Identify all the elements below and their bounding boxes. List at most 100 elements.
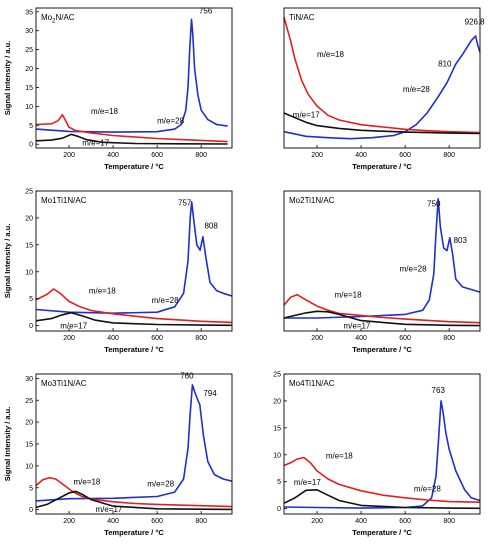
annotation-label: m/e=28 (147, 479, 174, 488)
series-line-m17 (283, 310, 481, 327)
annotation-label: m/e=17 (294, 478, 321, 487)
y-tick-label: 25 (25, 398, 33, 405)
x-axis-title: Temperature / °C (104, 345, 164, 354)
x-tick-label: 400 (107, 335, 119, 342)
annotation-label: m/e=28 (403, 85, 430, 94)
x-tick-label: 600 (399, 518, 411, 525)
series-line-m18 (35, 113, 228, 143)
title-part: N/AC (55, 13, 74, 22)
x-axis-title: Temperature / °C (104, 528, 164, 537)
y-tick-label: 20 (273, 398, 281, 405)
series-line-m28 (283, 35, 481, 140)
x-axis-title: Temperature / °C (352, 528, 412, 537)
x-tick-label: 200 (63, 335, 75, 342)
annotation-label: 794 (203, 389, 217, 398)
y-tick-label: 10 (25, 269, 33, 276)
annotation-label: 757 (178, 199, 192, 208)
series-line-m18 (35, 476, 233, 508)
x-tick-label: 400 (355, 152, 367, 159)
chart-mo2ti1n: 200 400 600 800 Temperature / °C Mo2Ti1N/AC 75… (283, 190, 481, 354)
panel-mo2n: 200 400 600 800 0 5 10 15 20 25 30 35 Temperature / … (0, 0, 248, 183)
x-axis-title: Temperature / °C (352, 345, 412, 354)
series-line-m18 (283, 293, 481, 324)
y-tick-label: 5 (277, 479, 281, 486)
annotation-label: m/e=17 (293, 111, 320, 120)
x-tick-label: 800 (443, 152, 455, 159)
y-tick-label: 30 (25, 28, 33, 35)
panel-mo1ti1n: 200 400 600 800 0 5 10 15 20 25 Temperature / °C Si… (0, 183, 248, 366)
annotation-label: m/e=18 (73, 477, 100, 486)
plot-frame (283, 190, 481, 332)
plot-frame (283, 7, 481, 149)
x-tick-label: 400 (107, 518, 119, 525)
plot-frame (35, 190, 233, 332)
y-axis-title: Signal Intensity / a.u. (3, 41, 12, 116)
x-tick-label: 400 (107, 152, 119, 159)
annotation-label: 810 (438, 59, 452, 68)
annotation-label: 926.8 (465, 17, 486, 26)
chart-tin: 200 400 600 800 Temperature / °C TiN/AC 926.8 8… (283, 7, 486, 171)
y-tick-label: 15 (25, 442, 33, 449)
y-tick-label: 15 (25, 242, 33, 249)
x-tick-label: 200 (311, 152, 323, 159)
annotation-label: 763 (432, 386, 446, 395)
y-axis-title: Signal Intensity / a.u. (3, 224, 12, 299)
y-tick-label: 10 (25, 104, 33, 111)
annotation-label: m/e=17 (60, 321, 87, 330)
annotation-label: 760 (180, 371, 194, 380)
series-line-m17 (35, 490, 233, 511)
series-line-m17 (35, 133, 228, 145)
x-tick-label: 400 (355, 518, 367, 525)
y-tick-label: 15 (25, 85, 33, 92)
x-axis-title: Temperature / °C (352, 162, 412, 171)
y-tick-label: 0 (29, 507, 33, 514)
series-line-m28 (35, 201, 233, 314)
chart-mo2n: 200 400 600 800 0 5 10 15 20 25 30 35 Temperature / … (3, 7, 233, 171)
y-tick-label: 0 (277, 506, 281, 513)
x-tick-label: 800 (195, 152, 207, 159)
x-tick-label: 200 (63, 518, 75, 525)
series-line-m28 (35, 18, 228, 133)
annotation-label: m/e=28 (152, 296, 179, 305)
panel-tin: 200 400 600 800 Temperature / °C TiN/AC 926.8 8… (248, 0, 496, 183)
y-tick-label: 5 (29, 485, 33, 492)
series-line-m17 (35, 311, 233, 327)
y-tick-label: 25 (25, 47, 33, 54)
y-tick-label: 30 (25, 376, 33, 383)
annotation-label: m/e=17 (95, 505, 122, 514)
x-tick-label: 600 (151, 152, 163, 159)
annotation-label: 808 (204, 222, 218, 231)
y-tick-label: 25 (273, 372, 281, 379)
chart-title: Mo1Ti1N/AC (41, 196, 87, 205)
x-tick-label: 800 (443, 335, 455, 342)
y-tick-label: 25 (25, 189, 33, 196)
x-tick-label: 200 (63, 152, 75, 159)
y-tick-label: 15 (273, 425, 281, 432)
series-line-m17 (283, 112, 481, 135)
y-tick-label: 20 (25, 215, 33, 222)
annotation-label: 803 (454, 236, 468, 245)
chart-title: Mo2N/AC (41, 13, 75, 25)
annotation-label: m/e=18 (91, 107, 118, 116)
chart-mo4ti1n: 200 400 600 800 0 5 10 15 20 25 Temperature / °C Mo… (273, 372, 481, 537)
annotation-label: m/e=18 (335, 290, 362, 299)
annotation-label: m/e=18 (326, 452, 353, 461)
y-tick-label: 10 (25, 463, 33, 470)
annotation-label: m/e=28 (157, 116, 184, 125)
series-line-m28 (284, 198, 481, 319)
y-tick-label: 5 (29, 296, 33, 303)
series-line-m28 (283, 400, 481, 509)
chart-title: Mo3Ti1N/AC (41, 379, 87, 388)
x-tick-label: 400 (355, 335, 367, 342)
x-tick-label: 200 (311, 335, 323, 342)
annotation-label: m/e=17 (343, 321, 370, 330)
series-line-m17 (283, 489, 481, 510)
x-tick-label: 600 (151, 335, 163, 342)
x-tick-label: 600 (399, 152, 411, 159)
x-axis-title: Temperature / °C (104, 162, 164, 171)
series-line-m18 (283, 17, 481, 134)
series-line-m28 (35, 384, 233, 502)
chart-mo1ti1n: 200 400 600 800 0 5 10 15 20 25 Temperature / °C Si… (3, 189, 233, 354)
x-tick-label: 800 (195, 335, 207, 342)
